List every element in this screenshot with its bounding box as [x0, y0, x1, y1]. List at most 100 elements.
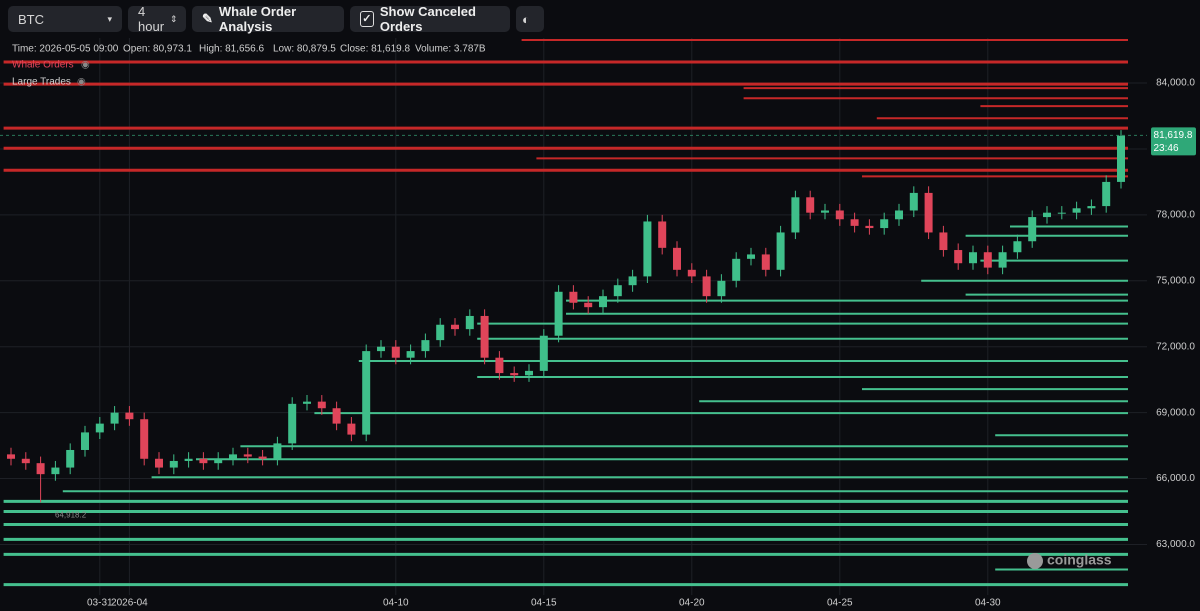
candle-body [747, 254, 755, 259]
y-tick-label: 78,000.0 [1156, 210, 1195, 221]
candle-body [599, 296, 607, 308]
candle-body [761, 254, 770, 270]
candle-body [895, 210, 903, 220]
candle-body [835, 210, 844, 220]
candle-body [658, 221, 667, 248]
candle-body [1013, 241, 1022, 253]
candle-body [1072, 208, 1081, 213]
candle-body [406, 351, 415, 358]
candle-body [1057, 212, 1066, 214]
candle-body [643, 221, 652, 277]
low-label: 64,918.2 [55, 510, 87, 519]
symbol: BTC [18, 11, 44, 27]
candle-body [865, 225, 874, 229]
candle-body [850, 219, 859, 226]
candle-body [36, 463, 45, 475]
candle-body [717, 280, 726, 297]
candle-body [288, 403, 297, 444]
candle-body [954, 250, 963, 264]
y-tick-label: 72,000.0 [1156, 341, 1195, 352]
canceled-toggle[interactable]: ✓ Show Canceled Orders [350, 4, 510, 34]
candle-body [673, 247, 681, 270]
candle-body [880, 219, 889, 229]
candle-body [983, 252, 992, 268]
candle-body [1102, 181, 1111, 207]
x-tick-label: 2026-04 [111, 598, 148, 609]
candle-body [525, 370, 533, 376]
candle-body [909, 192, 918, 211]
interval-select[interactable]: 4 hour ⇕ [128, 4, 186, 34]
candle-body [539, 335, 548, 371]
interval: 4 hour [138, 4, 165, 34]
theme-button[interactable]: ◐ [516, 6, 544, 32]
candle-body [21, 458, 30, 464]
candle-body [791, 197, 800, 233]
y-tick-label: 69,000.0 [1156, 407, 1195, 418]
candle-body [969, 252, 977, 264]
candle-body [776, 232, 785, 270]
candle-body [377, 346, 385, 352]
ohlc-info: High: 81,656.6 [199, 44, 264, 55]
legend-eye: ◉ [77, 77, 86, 88]
candle-body [155, 458, 163, 468]
y-tick-label: 75,000.0 [1156, 275, 1195, 286]
candle-body [510, 373, 519, 376]
ohlc-info: Time: 2026-05-05 09:00 [12, 44, 119, 55]
candle-body [628, 276, 637, 286]
candle-body [125, 412, 134, 420]
candle-body [1087, 206, 1096, 209]
x-tick-label: 04-20 [679, 598, 705, 609]
x-tick-label: 04-10 [383, 598, 409, 609]
legend-item: Whale Orders [12, 60, 74, 71]
candle-body [451, 324, 459, 330]
symbol-search[interactable]: BTC ▾ [8, 6, 122, 32]
candle-body [184, 458, 193, 461]
x-tick-label: 04-30 [975, 598, 1001, 609]
legend-eye: ◉ [81, 60, 90, 71]
candle-body [110, 412, 119, 424]
analysis-label: Whale Order Analysis [218, 4, 297, 34]
candle-body [51, 467, 60, 475]
ohlc-info: Low: 80,879.5 [273, 44, 336, 55]
x-tick-label: 04-15 [531, 598, 557, 609]
candle-body [687, 269, 696, 277]
ohlc-info: Open: 80,973.1 [123, 44, 192, 55]
candle-body [1043, 212, 1051, 218]
candle-body [939, 232, 948, 251]
analysis-button[interactable]: ✎ Whale Order Analysis [192, 4, 344, 34]
candle-body [81, 432, 89, 450]
candle-body [569, 291, 578, 303]
candle-body [199, 458, 208, 464]
candle-body [140, 419, 149, 459]
y-tick-label: 84,000.0 [1156, 78, 1195, 89]
candle-body [465, 315, 474, 330]
candle-body [273, 443, 282, 459]
candle-body [806, 197, 815, 213]
countdown: 23:46 [1153, 143, 1178, 154]
ohlc-info: Close: 81,619.8 [340, 44, 410, 55]
candle-body [584, 302, 593, 308]
candle-body [702, 276, 711, 297]
candle-body [317, 401, 326, 409]
y-tick-label: 66,000.0 [1156, 473, 1195, 484]
candle-body [554, 291, 563, 336]
candle-body [243, 454, 252, 457]
candle-body [613, 285, 622, 297]
candle-body [258, 456, 267, 459]
candle-body [229, 454, 237, 459]
candle-body [924, 192, 933, 233]
candle-body [7, 454, 15, 459]
candle-body [1117, 135, 1125, 182]
candle-body [169, 460, 178, 468]
candle-body [732, 258, 741, 281]
candle-body [391, 346, 400, 358]
candle-body [436, 324, 445, 341]
candle-body [421, 340, 430, 352]
candle-body [95, 423, 104, 433]
x-tick-label: 04-25 [827, 598, 853, 609]
last-price-label: 81,619.8 [1154, 130, 1193, 141]
watermark: coinglass [1047, 552, 1112, 568]
candle-body [821, 210, 829, 213]
